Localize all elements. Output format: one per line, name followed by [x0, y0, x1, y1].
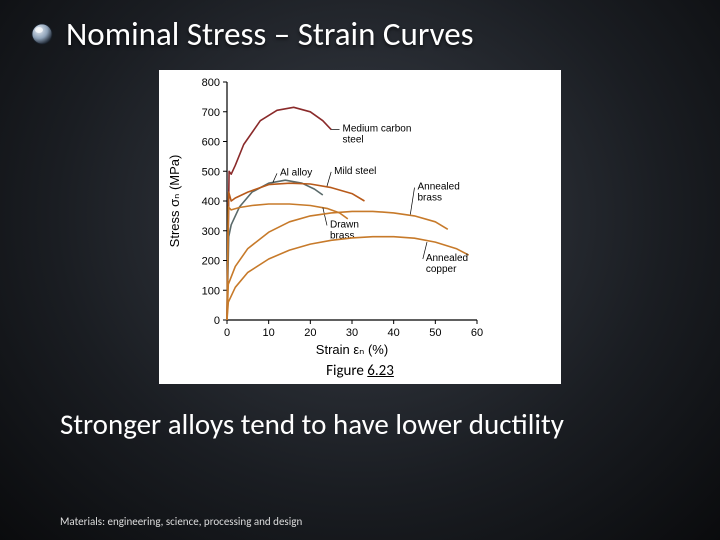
svg-text:brass: brass: [418, 193, 442, 204]
svg-text:copper: copper: [426, 264, 457, 275]
slide-title: Nominal Stress – Strain Curves: [66, 14, 474, 54]
svg-text:800: 800: [202, 77, 220, 89]
svg-text:500: 500: [202, 166, 220, 178]
svg-text:0: 0: [224, 327, 230, 339]
svg-text:40: 40: [388, 327, 400, 339]
svg-text:0: 0: [214, 315, 220, 327]
svg-text:10: 10: [263, 327, 275, 339]
svg-text:200: 200: [202, 256, 220, 268]
svg-text:300: 300: [202, 226, 220, 238]
svg-text:Drawn: Drawn: [330, 219, 359, 230]
svg-text:Al alloy: Al alloy: [280, 167, 312, 178]
svg-text:steel: steel: [343, 135, 364, 146]
svg-text:Medium carbon: Medium carbon: [343, 124, 412, 135]
svg-text:100: 100: [202, 285, 220, 297]
svg-text:Stress σₙ (MPa): Stress σₙ (MPa): [167, 155, 182, 248]
svg-text:Annealed: Annealed: [418, 182, 460, 193]
svg-text:Strain εₙ (%): Strain εₙ (%): [316, 342, 388, 357]
svg-text:700: 700: [202, 107, 220, 119]
footer-text: Materials: engineering, science, process…: [60, 515, 302, 528]
svg-text:400: 400: [202, 196, 220, 208]
svg-text:20: 20: [304, 327, 316, 339]
stress-strain-chart: 0 100 200 300 400 500 600 700 800 0 10 20 30 40 50 60 St…: [159, 70, 561, 360]
caption-number: 6.23: [367, 362, 394, 380]
caption-prefix: Figure: [326, 362, 367, 380]
figure-caption: Figure 6.23: [159, 360, 561, 384]
svg-text:50: 50: [429, 327, 441, 339]
svg-text:Mild steel: Mild steel: [334, 166, 376, 177]
svg-text:Annealed: Annealed: [426, 253, 468, 264]
svg-text:60: 60: [471, 327, 483, 339]
svg-text:600: 600: [202, 137, 220, 149]
svg-text:30: 30: [346, 327, 358, 339]
slide-subtitle: Stronger alloys tend to have lower ducti…: [0, 384, 720, 442]
title-bar: Nominal Stress – Strain Curves: [0, 0, 720, 62]
bullet-icon: [30, 22, 54, 46]
